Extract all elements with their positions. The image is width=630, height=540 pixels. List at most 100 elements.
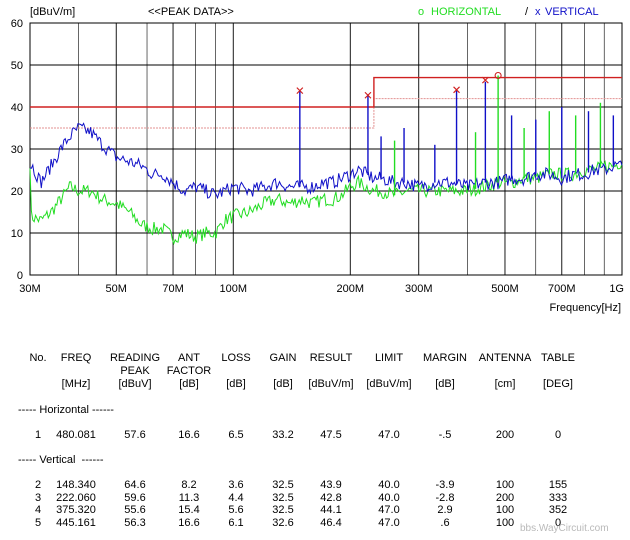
table-cell: 46.4 [320,516,342,529]
x-tick-label: 500M [491,283,519,295]
column-header: MARGIN [423,352,467,364]
column-header-unit: [dBuV/m] [308,378,354,390]
x-tick-label: 1G [609,283,624,295]
table-cell: 2 [34,479,42,491]
x-tick-label: 100M [219,283,247,295]
table-cell: 40.0 [378,491,400,504]
y-tick-label: 20 [11,186,23,198]
table-cell: 100 [495,516,515,529]
table-cell: 64.6 [124,479,146,491]
column-header-unit: [dB] [226,378,246,390]
chart-title: <<PEAK DATA>> [148,6,234,18]
x-tick-label: 70M [162,283,183,295]
table-cell: 3 [34,491,42,504]
legend-horizontal-label: HORIZONTAL [431,6,501,18]
series-line-vertical [29,122,623,200]
table-cell: 0 [554,429,562,441]
x-tick-label: 300M [405,283,433,295]
table-cell: 8.2 [181,479,197,491]
y-tick-label: 30 [11,144,23,156]
column-header: READING [109,352,161,364]
x-tick-label: 30M [19,283,40,295]
peak-marker-x [481,76,489,84]
table-cell: 42.8 [320,491,342,504]
y-tick-label: 60 [11,18,23,30]
table-cell: 222.060 [56,491,96,504]
watermark: bbs.WayCircuit.com [520,523,609,534]
table-cell: 47.0 [378,429,400,441]
section-label-horizontal: ----- Horizontal ------ [18,404,114,416]
table-cell: 15.4 [178,504,200,516]
table-cell: 44.1 [320,504,342,516]
table-cell: 1 [34,429,42,441]
table-cell: 33.2 [272,429,294,441]
table-cell: 43.9 [320,479,342,491]
table-cell: 4.4 [228,491,244,504]
column-header-unit: [cm] [494,378,516,390]
column-header: RESULT [309,352,353,364]
table-cell: 32.5 [272,491,294,504]
column-header-unit: [dBuV/m] [366,378,412,390]
table-cell: 16.6 [178,429,200,441]
column-header-unit: [dB] [179,378,199,390]
table-cell: 3.6 [228,479,244,491]
table-cell: 333 [548,491,568,504]
table-cell: 148.340 [56,479,96,491]
legend-vertical-label: VERTICAL [545,6,599,18]
table-cell: 100 [495,504,515,516]
column-header: GAIN [269,352,297,364]
column-header-unit: [dB] [273,378,293,390]
x-tick-label: 700M [548,283,576,295]
peak-marker-o [494,71,502,80]
legend-horizontal-symbol: o [418,6,424,18]
series-line-horizontal [29,159,623,245]
column-header: TABLE [540,352,576,364]
legend-separator: / [525,6,529,18]
y-tick-label: 50 [11,60,23,72]
y-tick-label: 10 [11,228,23,240]
y-tick-label: 0 [17,270,23,282]
column-header: ANT [178,352,200,364]
peak-marker-x [296,87,304,95]
table-cell: 4 [34,504,42,516]
table-cell: .6 [440,516,450,529]
table-cell: 32.5 [272,504,294,516]
table-cell: 0 [554,516,562,529]
column-header-sub: PEAK [120,365,150,377]
table-cell: 40.0 [378,479,400,491]
table-cell: -3.9 [435,479,455,491]
table-cell: 6.5 [228,429,244,441]
column-header: No. [29,352,47,364]
column-header-sub: FACTOR [166,365,212,377]
column-header-unit: [DEG] [543,378,573,390]
table-cell: 11.3 [178,491,200,504]
column-header: ANTENNA [478,352,532,364]
table-cell: 47.0 [378,504,400,516]
table-cell: 57.6 [124,429,146,441]
x-tick-label: 200M [337,283,365,295]
table-cell: 59.6 [124,491,146,504]
table-cell: 155 [548,479,568,491]
table-cell: 375.320 [56,504,96,516]
table-cell: -.5 [438,429,452,441]
table-cell: 5.6 [228,504,244,516]
table-cell: 6.1 [228,516,244,529]
column-header: FREQ [60,352,92,364]
column-header-unit: [dBuV] [118,378,152,390]
y-axis-label: [dBuV/m] [30,6,75,18]
emi-chart: 30M 50M 70M 100M 200M 300M 500M 700M 1G 0 10 20 30 40… [11,6,624,314]
table-cell: 5 [34,516,42,529]
table-cell: 480.081 [56,429,96,441]
table-cell: 47.0 [378,516,400,529]
column-header: LIMIT [374,352,404,364]
x-tick-label: 50M [106,283,127,295]
column-header-unit: [MHz] [61,378,91,390]
table-cell: 16.6 [178,516,200,529]
peak-marker-x [364,91,372,99]
table-cell: 200 [495,429,515,441]
x-axis-label: Frequency[Hz] [549,302,621,314]
table-cell: 100 [495,479,515,491]
column-header: LOSS [221,352,251,364]
peak-marker-x [453,86,460,94]
legend-vertical-symbol: x [535,6,541,18]
